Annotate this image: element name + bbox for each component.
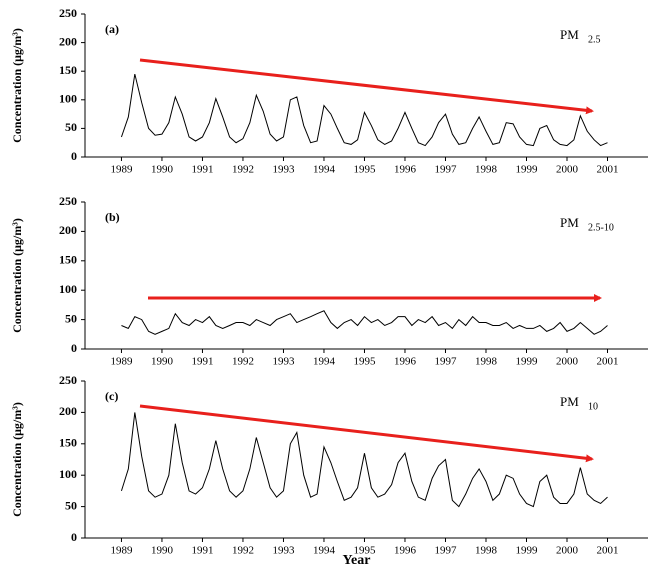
x-tick-label: 1991 — [191, 356, 213, 368]
y-tick-label: 50 — [65, 498, 77, 512]
x-tick-label: 1995 — [353, 356, 376, 368]
panel-label: (c) — [105, 389, 118, 403]
y-tick-label: 150 — [59, 253, 77, 267]
panel-label: (a) — [105, 22, 119, 36]
x-tick-label: 2001 — [596, 545, 618, 557]
x-tick-label: 1994 — [313, 164, 336, 176]
y-tick-label: 100 — [59, 467, 77, 481]
x-tick-label: 1997 — [434, 164, 457, 176]
x-tick-label: 1995 — [353, 545, 376, 557]
y-axis-title: Concentration (μg/m³) — [10, 218, 24, 333]
x-tick-label: 1990 — [151, 545, 174, 557]
panel-label: (b) — [105, 210, 120, 224]
x-tick-label: 1999 — [515, 164, 538, 176]
x-tick-label: 1992 — [232, 164, 254, 176]
x-tick-label: 1995 — [353, 164, 376, 176]
y-tick-label: 150 — [59, 63, 77, 77]
y-tick-label: 100 — [59, 92, 77, 106]
x-tick-label: 1997 — [434, 356, 457, 368]
data-line — [120, 412, 608, 508]
series-label-sub: 2.5-10 — [588, 222, 614, 233]
trend-arrow — [139, 58, 594, 115]
series-label-sub: 10 — [588, 401, 598, 412]
x-tick-label: 2001 — [596, 356, 618, 368]
y-tick-label: 250 — [59, 194, 77, 208]
x-tick-label: 1996 — [394, 545, 417, 557]
y-tick-label: 50 — [65, 311, 77, 325]
y-axis-title: Concentration (μg/m³) — [10, 28, 24, 143]
x-tick-label: 1997 — [434, 545, 457, 557]
x-tick-label: 2000 — [556, 356, 579, 368]
x-tick-label: 1996 — [394, 356, 417, 368]
y-tick-label: 200 — [59, 404, 77, 418]
x-tick-label: 1998 — [475, 356, 498, 368]
y-tick-label: 0 — [71, 149, 77, 163]
x-tick-label: 1989 — [110, 545, 133, 557]
y-tick-label: 250 — [59, 373, 77, 387]
x-tick-label: 1989 — [110, 356, 133, 368]
x-tick-label: 1994 — [313, 356, 336, 368]
x-tick-label: 1998 — [475, 164, 498, 176]
x-tick-label: 1993 — [272, 545, 295, 557]
data-line — [120, 73, 608, 147]
x-tick-label: 1991 — [191, 164, 213, 176]
x-tick-label: 2001 — [596, 164, 618, 176]
y-tick-label: 150 — [59, 436, 77, 450]
y-tick-label: 0 — [71, 341, 77, 355]
series-label: PM — [560, 394, 579, 409]
x-tick-label: 1991 — [191, 545, 213, 557]
y-tick-label: 200 — [59, 223, 77, 237]
x-tick-label: 1999 — [515, 545, 538, 557]
y-tick-label: 200 — [59, 34, 77, 48]
x-tick-label: 1993 — [272, 164, 295, 176]
series-label: PM — [560, 27, 579, 42]
y-axis-title: Concentration (μg/m³) — [10, 402, 24, 517]
x-axis-title: Year — [343, 553, 371, 568]
x-tick-label: 1994 — [313, 545, 336, 557]
x-tick-label: 1990 — [151, 356, 174, 368]
series-label-sub: 2.5 — [588, 34, 601, 45]
data-line — [121, 310, 608, 335]
x-tick-label: 2000 — [556, 545, 579, 557]
x-tick-label: 1992 — [232, 356, 254, 368]
x-tick-label: 1992 — [232, 545, 254, 557]
x-tick-label: 1996 — [394, 164, 417, 176]
y-tick-label: 50 — [65, 120, 77, 134]
x-tick-label: 1989 — [110, 164, 133, 176]
y-tick-label: 250 — [59, 6, 77, 20]
x-tick-label: 1993 — [272, 356, 295, 368]
y-tick-label: 0 — [71, 530, 77, 544]
x-tick-label: 2000 — [556, 164, 579, 176]
x-tick-label: 1999 — [515, 356, 538, 368]
x-tick-label: 1990 — [151, 164, 174, 176]
y-tick-label: 100 — [59, 282, 77, 296]
series-label: PM — [560, 215, 579, 230]
x-tick-label: 1998 — [475, 545, 498, 557]
trend-arrow — [139, 404, 594, 463]
